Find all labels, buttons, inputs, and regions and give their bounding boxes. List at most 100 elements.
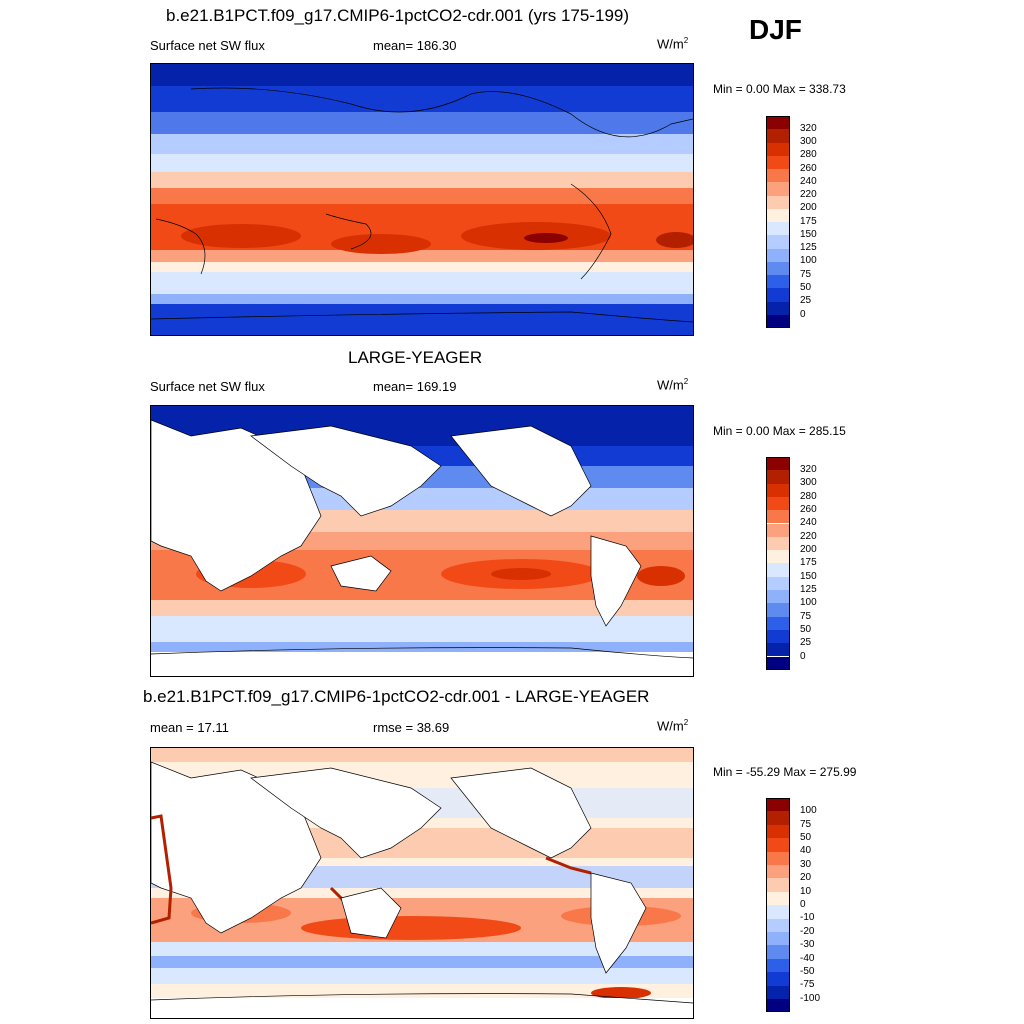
colorbar-swatch [766,275,790,289]
colorbar-swatch [766,301,790,315]
colorbar-swatch [766,918,790,932]
panel-2-units: W/m2 [657,377,689,393]
panel-1-colorbar: 320 300 280 260 240 220 200 175 150 125 … [766,116,846,328]
colorbar-tick-label: 175 [800,557,817,568]
colorbar-swatch [766,590,790,604]
colorbar-tick-label: 30 [800,859,812,870]
colorbar-swatch [766,656,790,670]
panel-2-variable-label: Surface net SW flux [150,379,265,394]
colorbar-tick-label: 75 [800,611,812,622]
colorbar-tick-label: -75 [800,979,815,990]
panel-1-variable-label: Surface net SW flux [150,38,265,53]
colorbar-tick-label: 25 [800,637,812,648]
colorbar-tick-label: 0 [800,309,806,320]
colorbar-swatch [766,932,790,946]
colorbar-swatch [766,878,790,892]
panel-3-units: W/m2 [657,718,689,734]
panel-2-minmax: Min = 0.00 Max = 285.15 [713,424,846,438]
colorbar-swatch [766,142,790,156]
colorbar-swatch [766,945,790,959]
colorbar-tick-label: 10 [800,886,812,897]
colorbar-tick-label: 280 [800,491,817,502]
panel-1-title: b.e21.B1PCT.f09_g17.CMIP6-1pctCO2-cdr.00… [166,6,630,25]
colorbar-swatch [766,905,790,919]
colorbar-swatch [766,865,790,879]
panel-1-mean-label: mean= 186.30 [373,38,457,53]
colorbar-swatch [766,550,790,564]
colorbar-swatch [766,483,790,497]
colorbar-swatch [766,891,790,906]
colorbar-swatch [766,576,790,590]
panel-2-title: LARGE-YEAGER [348,348,483,367]
colorbar-tick-label: 280 [800,149,817,160]
colorbar-swatch [766,116,790,130]
colorbar-swatch [766,314,790,328]
colorbar-tick-label: 0 [800,899,806,910]
colorbar-swatch [766,824,790,839]
season-label: DJF [749,14,802,45]
colorbar-swatch [766,603,790,617]
colorbar-swatch [766,222,790,236]
colorbar-tick-label: 300 [800,136,817,147]
colorbar-tick-label: 260 [800,504,817,515]
colorbar-tick-label: 125 [800,242,817,253]
colorbar-tick-label: -50 [800,966,815,977]
colorbar-swatch [766,985,790,999]
colorbar-swatch [766,629,790,644]
colorbar-swatch [766,155,790,169]
colorbar-swatch [766,248,790,262]
colorbar-swatch [766,563,790,577]
colorbar-swatch [766,523,790,537]
colorbar-tick-label: 150 [800,229,817,240]
colorbar-tick-label: 300 [800,477,817,488]
colorbar-swatch [766,208,790,222]
colorbar-tick-label: 240 [800,176,817,187]
colorbar-swatch [766,470,790,484]
colorbar-frame [766,116,790,328]
panel-1-units: W/m2 [657,36,689,52]
colorbar-tick-label: -40 [800,953,815,964]
colorbar-tick-label: 175 [800,216,817,227]
panel-2-mean-label: mean= 169.19 [373,379,457,394]
colorbar-swatch [766,195,790,209]
colorbar-tick-label: 50 [800,282,812,293]
colorbar-tick-label: -100 [800,993,821,1004]
colorbar-swatch [766,235,790,249]
colorbar-tick-label: 150 [800,571,817,582]
colorbar-tick-label: 200 [800,202,817,213]
colorbar-swatch [766,838,790,852]
colorbar-swatch [766,496,790,511]
colorbar-tick-label: 125 [800,584,817,595]
colorbar-swatch [766,616,790,630]
colorbar-tick-label: 320 [800,464,817,475]
colorbar-tick-label: 220 [800,531,817,542]
panel-3-map [150,747,694,1019]
colorbar-tick-label: 0 [800,651,806,662]
panel-2-map [150,405,694,677]
colorbar-swatch [766,999,790,1012]
colorbar-swatch [766,169,790,183]
panel-2-field [151,406,693,676]
colorbar-tick-label: 100 [800,255,817,266]
colorbar-swatch [766,129,790,143]
colorbar-swatch [766,643,790,657]
colorbar-tick-label: 240 [800,517,817,528]
colorbar-frame [766,457,790,670]
colorbar-tick-label: -10 [800,912,815,923]
colorbar-frame [766,798,790,1012]
colorbar-tick-label: 75 [800,269,812,280]
colorbar-swatch [766,811,790,825]
colorbar-swatch [766,958,790,973]
colorbar-tick-label: 20 [800,872,812,883]
colorbar-tick-label: -30 [800,939,815,950]
colorbar-swatch [766,972,790,986]
colorbar-swatch [766,182,790,196]
panel-3-field [151,748,693,1018]
colorbar-swatch [766,536,790,551]
colorbar-tick-label: 260 [800,163,817,174]
colorbar-tick-label: 75 [800,819,812,830]
colorbar-tick-label: 100 [800,805,817,816]
panel-3-title: b.e21.B1PCT.f09_g17.CMIP6-1pctCO2-cdr.00… [143,687,650,706]
colorbar-swatch [766,288,790,302]
panel-3-colorbar: 100 75 50 40 30 20 10 0 -10 -20 -30 -40 … [766,798,846,1012]
